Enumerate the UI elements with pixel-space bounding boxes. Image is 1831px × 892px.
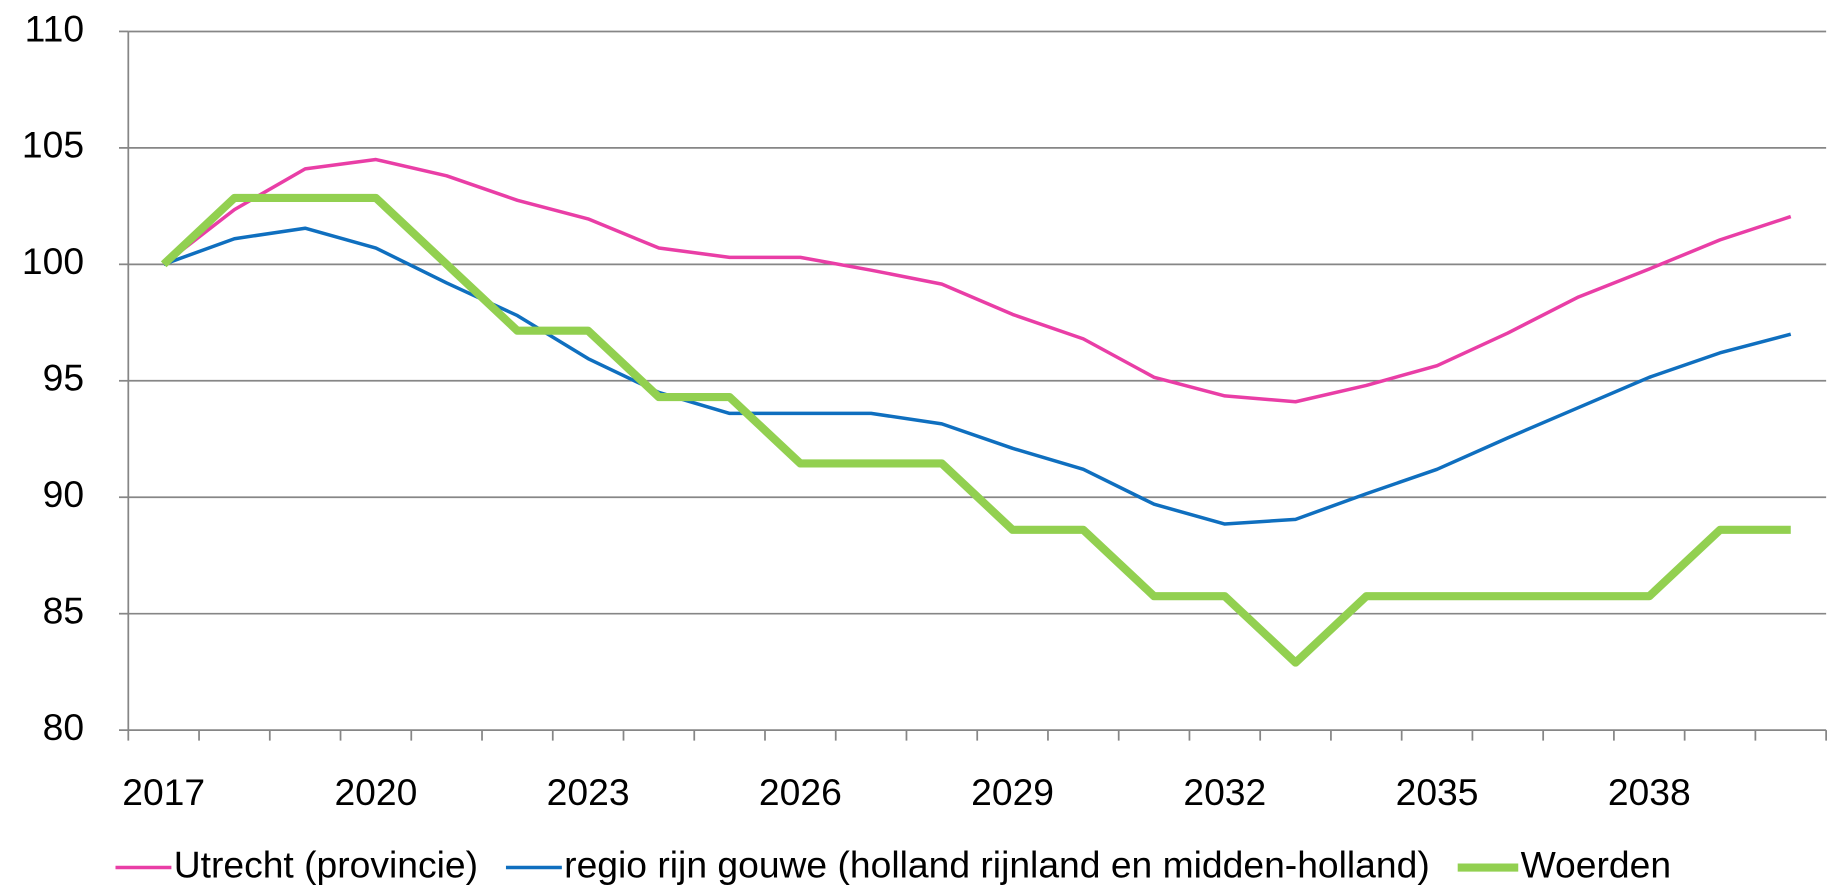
series-line (162, 157, 1792, 404)
x-tick-label: 2038 (1608, 771, 1691, 813)
series-line (163, 226, 1792, 526)
y-tick-label: 95 (43, 357, 84, 399)
y-tick-label: 105 (22, 124, 84, 166)
x-tick-label: 2032 (1183, 771, 1266, 813)
x-tick-label: 2020 (334, 771, 417, 813)
x-tick-label: 2035 (1396, 771, 1479, 813)
legend-label: Utrecht (provincie) (174, 843, 478, 885)
series-line (160, 193, 1791, 667)
x-tick-label: 2023 (547, 771, 630, 813)
x-tick-label: 2029 (971, 771, 1054, 813)
y-tick-label: 80 (43, 706, 84, 748)
x-tick-label: 2017 (122, 771, 205, 813)
y-tick-label: 110 (25, 7, 84, 49)
y-tick-label: 100 (22, 240, 84, 282)
legend-label: regio rijn gouwe (holland rijnland en mi… (564, 843, 1430, 885)
y-tick-label: 90 (43, 473, 84, 515)
legend-label: Woerden (1521, 843, 1671, 885)
y-tick-label: 85 (43, 590, 84, 632)
x-tick-label: 2026 (759, 771, 842, 813)
